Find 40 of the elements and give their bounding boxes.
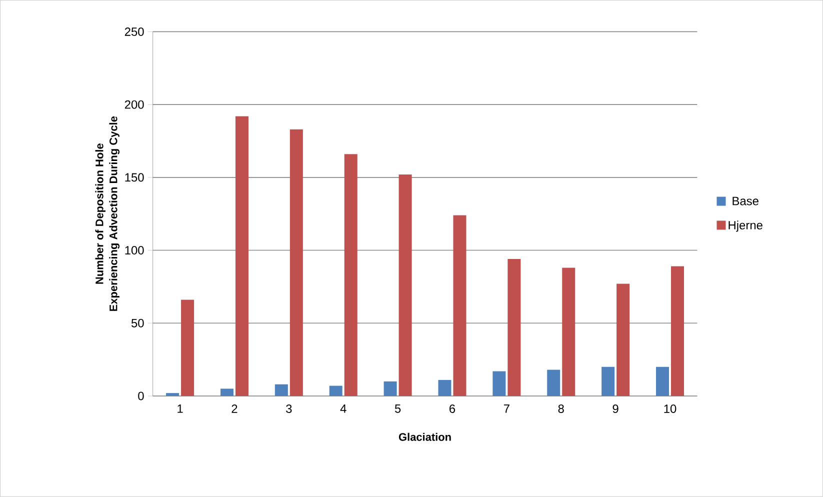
- bar: [290, 129, 303, 396]
- y-axis-title: Number of Deposition Hole Experiencing Advection During Cycle: [95, 116, 120, 312]
- bar: [384, 382, 397, 396]
- bar: [508, 259, 521, 396]
- bar: [329, 386, 342, 396]
- bar: [492, 371, 506, 396]
- y-tick-label: 200: [124, 100, 144, 109]
- y-tick-label: 250: [124, 28, 144, 36]
- x-tick-label: 6: [450, 404, 456, 414]
- x-tick-label: 4: [340, 404, 346, 413]
- x-tick-label: 10: [664, 404, 676, 414]
- bar: [562, 268, 576, 396]
- legend-label: Hjerne: [728, 220, 762, 232]
- x-tick-label: 3: [286, 404, 292, 414]
- x-tick-label: 2: [232, 404, 238, 413]
- x-axis-title: Glaciation: [398, 432, 451, 442]
- x-tick-label: 8: [558, 404, 564, 414]
- bar: [274, 384, 288, 396]
- y-tick-label: 150: [125, 173, 144, 182]
- bar: [547, 370, 560, 396]
- bar: [656, 366, 669, 396]
- bar: [166, 393, 180, 396]
- y-tick-label: 50: [131, 319, 144, 328]
- bar: [344, 154, 358, 396]
- y-tick-label: 100: [125, 246, 144, 255]
- x-tick-label: 1: [178, 404, 183, 413]
- bar: [453, 215, 466, 396]
- bar: [398, 174, 412, 396]
- x-tick-label: 9: [612, 404, 618, 414]
- bar: [616, 284, 630, 396]
- bar: [181, 300, 194, 396]
- bar: [235, 116, 248, 396]
- bar: [670, 266, 684, 396]
- x-tick-label: 5: [394, 404, 401, 413]
- x-tick-label: 7: [504, 404, 510, 413]
- legend-label: Base: [732, 197, 758, 206]
- bar: [220, 388, 234, 396]
- y-tick-label: 0: [138, 392, 144, 400]
- bar: [438, 380, 452, 396]
- bar: [602, 366, 615, 396]
